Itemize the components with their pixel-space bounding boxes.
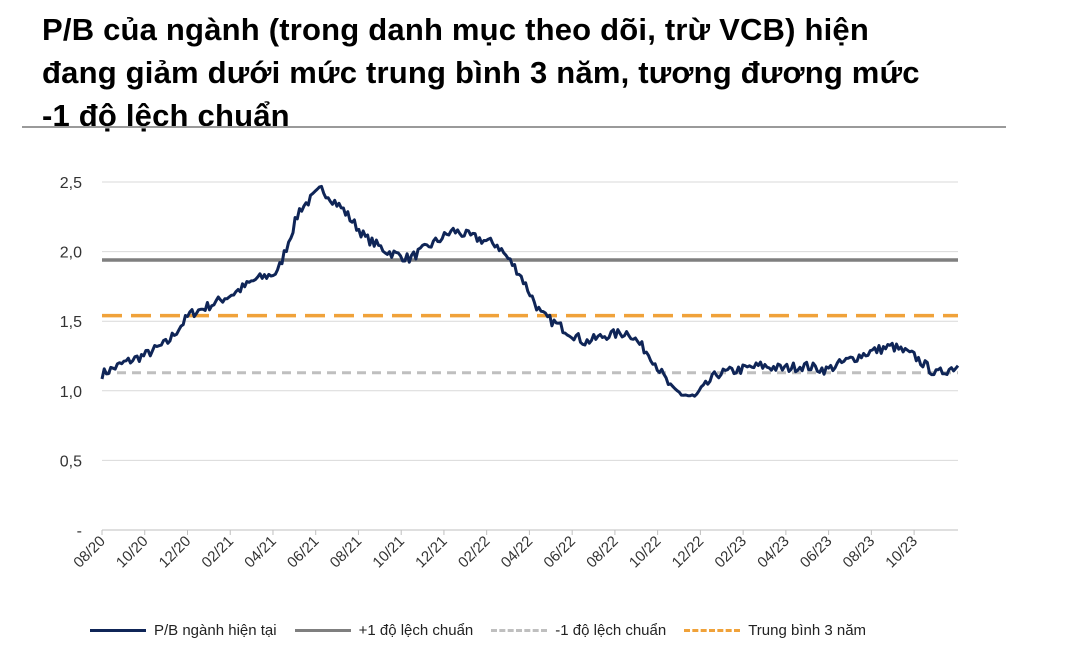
title-line-2: đang giảm dưới mức trung bình 3 năm, tươ… bbox=[42, 55, 920, 90]
x-tick-label-19: 10/23 bbox=[882, 533, 921, 572]
title-divider bbox=[22, 126, 1006, 128]
legend-swatch-pb bbox=[90, 629, 146, 632]
y-tick-label-4: 2,0 bbox=[60, 245, 82, 262]
chart-title: P/B của ngành (trong danh mục theo dõi, … bbox=[42, 8, 1027, 137]
y-tick-label-3: 1,5 bbox=[60, 314, 82, 331]
x-tick-label-5: 06/21 bbox=[284, 533, 323, 572]
y-tick-label-2: 1,0 bbox=[60, 384, 82, 401]
legend-label-pb: P/B ngành hiện tại bbox=[154, 622, 277, 639]
legend: P/B ngành hiện tại +1 độ lệch chuẩn -1 đ… bbox=[90, 622, 884, 639]
x-tick-label-4: 04/21 bbox=[241, 533, 280, 572]
x-tick-label-10: 04/22 bbox=[498, 533, 537, 572]
x-axis-ticks: 08/20 10/20 12/20 02/21 04/21 06/21 08/21 10/21… bbox=[70, 530, 921, 571]
x-tick-label-6: 08/21 bbox=[327, 533, 366, 572]
x-tick-label-13: 10/22 bbox=[626, 533, 665, 572]
y-tick-label-1: 0,5 bbox=[60, 453, 82, 470]
x-tick-label-2: 12/20 bbox=[156, 533, 195, 572]
x-tick-label-3: 02/21 bbox=[198, 533, 237, 572]
x-tick-label-15: 02/23 bbox=[711, 533, 750, 572]
x-tick-label-8: 12/21 bbox=[412, 533, 451, 572]
legend-swatch-mean bbox=[684, 629, 741, 632]
y-axis-ticks: - 0,5 1,0 1,5 2,0 2,5 bbox=[60, 175, 82, 540]
legend-item-minus-sd: -1 độ lệch chuẩn bbox=[491, 622, 666, 639]
legend-item-plus-sd: +1 độ lệch chuẩn bbox=[294, 622, 474, 639]
y-tick-label-5: 2,5 bbox=[60, 175, 82, 192]
pb-chart: - 0,5 1,0 1,5 2,0 2,5 08/20 10/20 12/20 02/21 04/… bbox=[60, 175, 960, 571]
x-tick-label-1: 10/20 bbox=[113, 533, 152, 572]
legend-label-minus-sd: -1 độ lệch chuẩn bbox=[555, 622, 667, 639]
x-tick-label-9: 02/22 bbox=[455, 533, 494, 572]
grid-lines bbox=[102, 181, 958, 531]
x-tick-label-14: 12/22 bbox=[669, 533, 708, 572]
x-tick-label-7: 10/21 bbox=[369, 533, 408, 572]
legend-label-mean: Trung bình 3 năm bbox=[748, 622, 867, 639]
pb-series-line bbox=[100, 184, 960, 398]
legend-item-mean: Trung bình 3 năm bbox=[684, 622, 866, 639]
legend-label-plus-sd: +1 độ lệch chuẩn bbox=[358, 622, 474, 639]
title-line-1: P/B của ngành (trong danh mục theo dõi, … bbox=[42, 12, 869, 47]
x-tick-label-18: 08/23 bbox=[840, 533, 879, 572]
y-tick-label-0: - bbox=[77, 523, 82, 540]
x-tick-label-12: 08/22 bbox=[583, 533, 622, 572]
x-tick-label-16: 04/23 bbox=[754, 533, 793, 572]
legend-swatch-minus-sd bbox=[491, 629, 548, 632]
x-tick-label-11: 06/22 bbox=[540, 533, 579, 572]
legend-swatch-plus-sd bbox=[294, 629, 351, 632]
legend-item-pb: P/B ngành hiện tại bbox=[90, 622, 277, 639]
x-tick-label-17: 06/23 bbox=[797, 533, 836, 572]
reference-lines bbox=[102, 258, 958, 375]
